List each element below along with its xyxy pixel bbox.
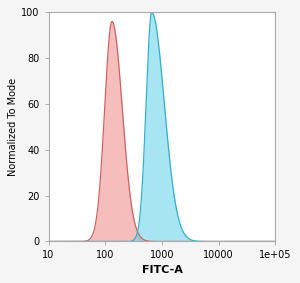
Y-axis label: Normalized To Mode: Normalized To Mode: [8, 78, 18, 176]
X-axis label: FITC-A: FITC-A: [142, 265, 182, 275]
